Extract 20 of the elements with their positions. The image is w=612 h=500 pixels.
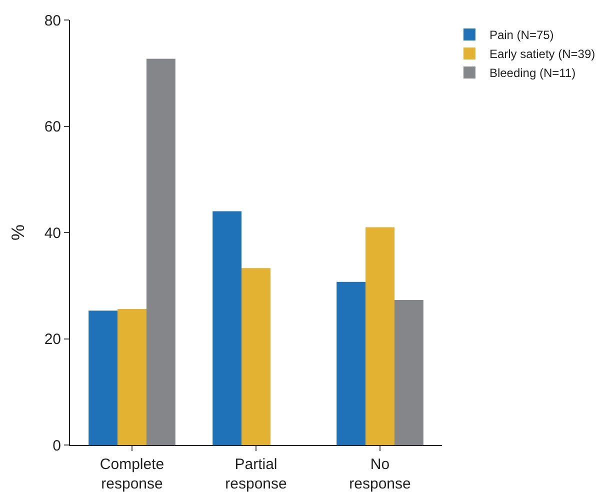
legend-label: Bleeding (N=11) xyxy=(489,66,576,80)
bar xyxy=(118,309,146,445)
y-tick-label: 20 xyxy=(44,331,61,348)
y-tick-label: 40 xyxy=(44,224,61,242)
x-tick-label: Partial response xyxy=(225,456,287,492)
y-tick-label: 60 xyxy=(44,118,61,136)
legend-label: Early satiety (N=39) xyxy=(489,47,596,62)
bar xyxy=(212,211,242,445)
y-axis-title: % xyxy=(8,224,28,241)
legend-label: Pain (N=75) xyxy=(489,28,554,42)
bar xyxy=(336,282,366,445)
bar xyxy=(242,268,270,445)
y-tick-label: 0 xyxy=(52,437,61,454)
bar xyxy=(366,227,394,445)
x-tick-label: Complete response xyxy=(100,456,164,492)
bar xyxy=(394,300,424,445)
x-tick-label: No response xyxy=(349,456,411,492)
bar xyxy=(146,58,176,445)
y-tick-label: 80 xyxy=(44,12,61,30)
bar xyxy=(88,310,118,445)
